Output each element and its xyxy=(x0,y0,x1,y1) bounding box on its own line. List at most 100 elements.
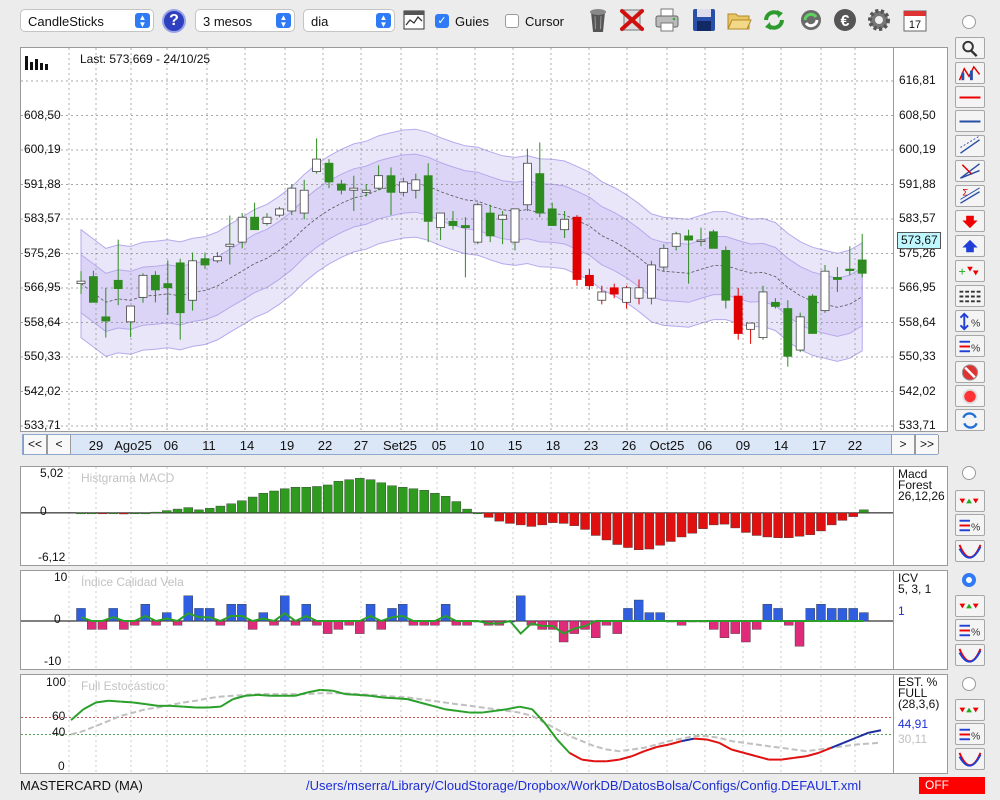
candle-body xyxy=(820,270,830,312)
indicator-tool-button[interactable] xyxy=(955,644,985,666)
buy-sell-arrows-icon xyxy=(959,498,979,504)
histogram-bar xyxy=(848,608,858,622)
help-icon[interactable]: ? xyxy=(162,9,186,33)
magnifier-button[interactable] xyxy=(955,37,985,59)
reload-icon[interactable] xyxy=(797,6,825,34)
calendar-icon[interactable]: 17 xyxy=(901,6,929,34)
trend-line-button[interactable] xyxy=(955,135,985,157)
cursor-checkbox[interactable] xyxy=(505,14,519,28)
histogram-bar xyxy=(194,608,204,622)
candle-body xyxy=(684,235,693,241)
panel-radio-main[interactable] xyxy=(962,15,976,29)
indicator-tool-button[interactable] xyxy=(955,595,985,617)
histogram-bar xyxy=(108,512,118,515)
macd-panel[interactable]: Histgrama MACD xyxy=(20,466,894,566)
panel-radio-icv[interactable] xyxy=(962,573,976,587)
chart-style-icon[interactable] xyxy=(403,10,425,30)
histogram-bar xyxy=(183,507,193,514)
candle-body xyxy=(188,260,198,301)
histogram-bar xyxy=(741,620,751,643)
histogram-bar xyxy=(183,595,193,622)
swap-arrows-button[interactable] xyxy=(955,409,985,431)
indicator-tool-button[interactable] xyxy=(955,748,985,770)
panel-radio-macd[interactable] xyxy=(962,466,976,480)
guides-checkbox[interactable]: ✓ xyxy=(435,14,449,28)
stoch-k-segment xyxy=(220,698,234,708)
histogram-bar xyxy=(430,493,440,514)
histogram-bar xyxy=(633,599,644,622)
histogram-bar xyxy=(580,512,590,530)
stoch-k-segment xyxy=(419,701,433,707)
buy-sell-markers-icon: + xyxy=(959,264,979,278)
no-entry-button[interactable] xyxy=(955,361,985,383)
price-chart-panel[interactable]: Last: 573.669 - 24/10/25 xyxy=(20,47,894,432)
horizontal-line-red-button[interactable] xyxy=(955,86,985,108)
candlestick-chart[interactable] xyxy=(21,48,893,431)
first-page-button[interactable]: << xyxy=(23,435,47,454)
indicator-tool-button[interactable]: % xyxy=(955,514,985,536)
candle-body xyxy=(721,250,731,301)
indicator-tool-button[interactable]: % xyxy=(955,723,985,745)
stoch-k-segment xyxy=(706,738,720,744)
stochastic-panel[interactable]: Full Estocástico xyxy=(20,674,894,774)
record-button[interactable] xyxy=(955,385,985,407)
settings-icon[interactable] xyxy=(865,6,893,34)
histogram-bar xyxy=(129,512,140,515)
histogram-bar xyxy=(151,511,161,514)
candle-body xyxy=(163,283,173,289)
stoch-k-segment xyxy=(332,689,346,696)
chart-type-select[interactable]: CandleSticks ▲ ▼ xyxy=(20,9,154,32)
period-select[interactable]: 3 mesos ▲ ▼ xyxy=(195,9,295,32)
save-icon[interactable] xyxy=(690,6,718,34)
stoch-k-segment xyxy=(307,688,321,694)
print-icon[interactable] xyxy=(653,6,681,34)
histogram-bar xyxy=(698,512,708,529)
table-lines-button[interactable] xyxy=(955,285,985,307)
histogram-bar xyxy=(741,512,751,533)
stoch-k-segment xyxy=(568,751,583,761)
stoch-legend-1: EST. % xyxy=(898,675,938,689)
next-page-button[interactable]: > xyxy=(891,435,915,454)
status-off-button[interactable]: OFF xyxy=(919,777,985,794)
date-label: Set25 xyxy=(383,438,417,453)
candle-body xyxy=(647,264,656,299)
arrow-down-red-button[interactable] xyxy=(955,210,985,232)
candle-body xyxy=(349,187,359,191)
indicator-tool-button[interactable] xyxy=(955,540,985,562)
icv-panel[interactable]: Índice Calidad Vela xyxy=(20,570,894,670)
histogram-bar xyxy=(494,512,504,522)
date-navigation-bar[interactable]: << < > >> 29 Ago25 06 11 14 19 22 27 Set25 05 10 15… xyxy=(22,434,939,455)
prev-page-button[interactable]: < xyxy=(47,435,71,454)
panel-radio-stochastic[interactable] xyxy=(962,677,976,691)
percent-range-button[interactable]: % xyxy=(955,310,985,332)
open-folder-icon[interactable] xyxy=(725,6,753,34)
horizontal-line-blue-button[interactable] xyxy=(955,110,985,132)
buy-sell-markers-button[interactable]: + xyxy=(955,260,985,282)
euro-icon[interactable]: € xyxy=(831,6,859,34)
trash-icon[interactable] xyxy=(584,6,612,34)
histogram-bar xyxy=(301,604,311,622)
histogram-bar xyxy=(365,604,376,622)
indicator-tool-button[interactable]: % xyxy=(955,619,985,641)
histogram-bar xyxy=(515,595,526,622)
price-tick-left: 533,71 xyxy=(24,418,61,432)
candle-overlay-button[interactable] xyxy=(955,62,985,84)
histogram-bar xyxy=(569,512,580,526)
candle-body xyxy=(237,216,247,243)
candle-body xyxy=(585,274,594,287)
candle-body xyxy=(733,295,743,334)
macd-legend-2: Forest xyxy=(898,478,933,492)
symbol-label: MASTERCARD (MA) xyxy=(20,778,143,793)
config-path-link[interactable]: /Users/mserra/Library/CloudStorage/Dropb… xyxy=(306,778,862,793)
percent-lines-button[interactable]: % xyxy=(955,335,985,357)
interval-select[interactable]: dia ▲ ▼ xyxy=(303,9,395,32)
delete-icon[interactable] xyxy=(618,6,646,34)
fan-lines-button[interactable] xyxy=(955,160,985,182)
indicator-tool-button[interactable] xyxy=(955,490,985,512)
indicator-tool-button[interactable] xyxy=(955,699,985,721)
arrow-up-blue-button[interactable] xyxy=(955,235,985,257)
histogram-bar xyxy=(333,480,344,514)
sigma-channel-button[interactable]: Σ xyxy=(955,185,985,207)
last-page-button[interactable]: >> xyxy=(915,435,939,454)
refresh-icon[interactable] xyxy=(760,6,788,34)
